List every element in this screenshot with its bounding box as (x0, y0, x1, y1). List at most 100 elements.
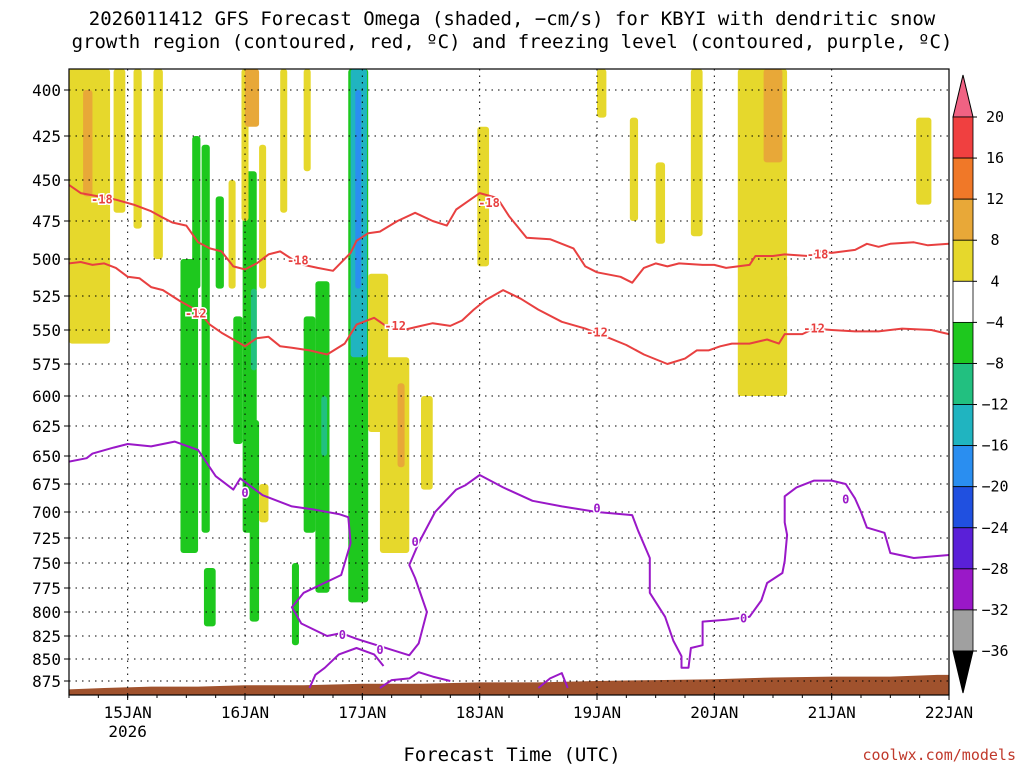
colorbar-label: −20 (981, 478, 1008, 496)
omega-patch (259, 484, 269, 523)
colorbar-top-arrow (952, 74, 974, 118)
y-tick-label: 525 (32, 287, 61, 306)
colorbar-segment (952, 280, 974, 323)
y-tick-label: 700 (32, 503, 61, 522)
omega-patch (69, 69, 111, 344)
omega-patch (133, 69, 142, 229)
colorbar-segment (952, 609, 974, 652)
y-tick-label: 725 (32, 529, 61, 548)
y-tick-label: 675 (32, 475, 61, 494)
omega-patch (321, 396, 328, 456)
terrain-fill (69, 674, 949, 695)
colorbar-bottom-arrow (952, 650, 974, 694)
contour-label: 0 (241, 486, 248, 500)
colorbar-segment (952, 116, 974, 159)
contour-labels: -18 -18 -18 -18 -12 -12 -12 -12 0 0 0 0 0 0 0 (90, 191, 851, 658)
omega-patch (303, 316, 316, 533)
credit-link[interactable]: coolwx.com/models (862, 746, 1016, 764)
colorbar-label: −16 (981, 437, 1008, 455)
omega-patch (245, 69, 260, 127)
colorbar-segment (952, 404, 974, 447)
colorbar: 20 16 12 8 4 −4 −8 −12 −16 −20 −24 −28 −32 −36 (952, 74, 1009, 694)
y-tick-label: 600 (32, 387, 61, 406)
colorbar-label: −4 (986, 313, 1004, 331)
contour-label: 0 (376, 643, 383, 657)
y-tick-label: 775 (32, 579, 61, 598)
colorbar-label: 4 (990, 272, 999, 290)
contour-freezing-level-lower (308, 647, 385, 689)
contour-lines (69, 184, 949, 689)
omega-patch (916, 117, 932, 205)
axes: 400 425 450 475 500 525 550 575 600 625 650 675 700 7… (32, 81, 973, 741)
colorbar-segment (952, 486, 974, 529)
colorbar-label: −12 (981, 396, 1008, 414)
colorbar-label: −28 (981, 560, 1008, 578)
omega-patch (203, 568, 216, 627)
x-tick-label: 19JAN (573, 703, 621, 722)
colorbar-label: 20 (986, 108, 1004, 126)
colorbar-segment (952, 527, 974, 570)
omega-patch (690, 69, 703, 237)
omega-patch (250, 288, 257, 371)
contour-minus18 (69, 184, 949, 284)
chart-title-line2: growth region (contoured, red, ºC) and f… (71, 31, 953, 53)
y-tick-label: 450 (32, 171, 61, 190)
colorbar-label: 12 (986, 190, 1004, 208)
colorbar-label: 16 (986, 149, 1004, 167)
y-tick-label: 625 (32, 417, 61, 436)
x-tick-label: 15JAN (104, 703, 152, 722)
y-tick-label: 750 (32, 554, 61, 573)
omega-patch (397, 383, 405, 468)
colorbar-label: −36 (981, 642, 1008, 660)
colorbar-label: −32 (981, 601, 1008, 619)
contour-label: 0 (339, 628, 346, 642)
omega-patch (778, 273, 788, 396)
omega-patch (215, 196, 224, 289)
contour-label: -18 (287, 253, 309, 267)
contour-label: -18 (807, 247, 829, 261)
contour-label: -18 (91, 193, 113, 207)
contour-minus12 (69, 261, 949, 365)
colorbar-segment (952, 198, 974, 241)
x-axis-label: Forecast Time (UTC) (403, 744, 621, 766)
y-tick-label: 475 (32, 212, 61, 231)
colorbar-segment (952, 363, 974, 405)
x-tick-label: 21JAN (808, 703, 856, 722)
y-tick-label: 800 (32, 603, 61, 622)
omega-patch (233, 316, 243, 444)
y-tick-label: 500 (32, 250, 61, 269)
y-tick-label: 575 (32, 355, 61, 374)
colorbar-label: 8 (990, 231, 999, 249)
contour-label: -12 (384, 319, 406, 333)
x-tick-sublabel: 2026 (108, 722, 147, 741)
omega-patch (763, 69, 783, 163)
colorbar-label: −8 (986, 354, 1004, 372)
omega-patch (83, 90, 93, 197)
y-tick-label: 650 (32, 447, 61, 466)
plot-frame (68, 68, 950, 696)
omega-patch (201, 144, 210, 533)
omega-patch (379, 357, 410, 553)
y-tick-label: 425 (32, 127, 61, 146)
contour-freezing-level-lower (379, 671, 451, 689)
omega-patch (655, 162, 666, 244)
omega-patch (249, 420, 260, 622)
y-tick-label: 850 (32, 650, 61, 669)
contour-label: 0 (842, 493, 849, 507)
grid-lines (69, 69, 949, 695)
y-tick-label: 550 (32, 321, 61, 340)
x-tick-label: 16JAN (221, 703, 269, 722)
omega-patch (153, 69, 163, 259)
omega-patch (280, 69, 288, 213)
x-tick-label: 18JAN (456, 703, 504, 722)
omega-patch (597, 69, 607, 118)
omega-patch (192, 136, 201, 289)
colorbar-segment (952, 321, 974, 364)
contour-label: -12 (803, 322, 825, 336)
omega-patch (228, 180, 236, 289)
colorbar-segment (952, 445, 974, 488)
contour-freezing-level-lower (537, 672, 569, 689)
terrain-layer (69, 674, 949, 695)
x-tick-label: 17JAN (338, 703, 386, 722)
